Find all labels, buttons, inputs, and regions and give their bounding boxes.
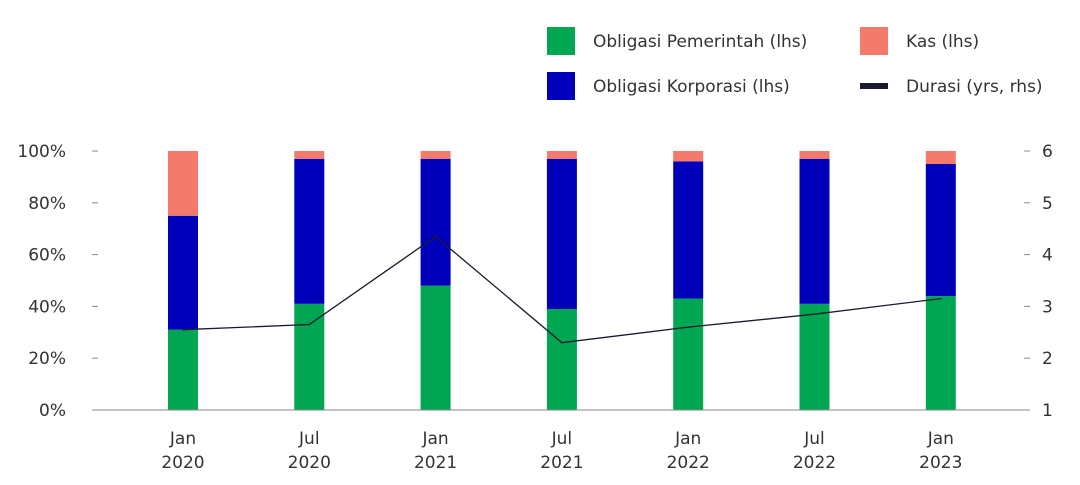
legend-swatch-line xyxy=(860,83,888,89)
bar-segment-kas xyxy=(673,151,704,162)
bar-segment-korporasi xyxy=(673,161,704,299)
duration-point xyxy=(182,328,184,331)
x-axis-tick-label: Jan 2021 xyxy=(414,429,457,473)
x-tick-month: Jul xyxy=(298,429,320,449)
legend-swatch xyxy=(547,72,575,100)
bar-segment-kas xyxy=(799,151,830,159)
bar-segment-pemerintah xyxy=(546,308,577,410)
duration-point xyxy=(813,313,816,315)
bar-segment-korporasi xyxy=(168,215,198,330)
duration-point xyxy=(434,235,437,238)
x-axis-tick-label: Jan 2020 xyxy=(161,429,204,473)
x-tick-month: Jan xyxy=(421,429,448,449)
right-axis-tick-label: 2 xyxy=(1042,349,1053,369)
x-tick-year: 2022 xyxy=(667,453,710,473)
x-tick-year: 2021 xyxy=(414,453,457,473)
right-axis-tick-label: 1 xyxy=(1042,401,1053,421)
duration-line xyxy=(182,235,942,344)
bar-segment-korporasi xyxy=(294,158,325,304)
bar-segment-kas xyxy=(546,151,577,159)
bar-segment-pemerintah xyxy=(420,285,451,410)
bar-segment-pemerintah xyxy=(673,298,704,410)
x-axis-tick-label: Jul 2021 xyxy=(540,429,583,473)
bar-segment-korporasi xyxy=(925,163,956,297)
duration-point xyxy=(308,323,311,326)
bars xyxy=(168,151,956,410)
x-tick-year: 2021 xyxy=(540,453,583,473)
left-axis: 0% 20% 40% 60% 80% 100% xyxy=(17,142,98,421)
right-axis-tick-label: 5 xyxy=(1042,194,1053,214)
bar-segment-korporasi xyxy=(420,158,451,286)
bar-segment-pemerintah xyxy=(925,296,956,410)
bar-segment-kas xyxy=(168,151,198,216)
x-axis-tick-label: Jul 2022 xyxy=(793,429,836,473)
x-axis-tick-label: Jul 2020 xyxy=(288,429,331,473)
x-tick-month: Jul xyxy=(551,429,573,449)
duration-point xyxy=(940,297,942,300)
right-axis-tick-label: 6 xyxy=(1042,142,1053,162)
duration-point xyxy=(687,326,689,328)
bar-segment-pemerintah xyxy=(799,303,830,410)
legend-label: Obligasi Korporasi (lhs) xyxy=(593,77,790,97)
left-axis-tick-label: 0% xyxy=(39,401,66,421)
bar-segment-pemerintah xyxy=(294,303,325,410)
bar-segment-pemerintah xyxy=(168,329,198,410)
x-tick-month: Jan xyxy=(674,429,701,449)
bar-segment-kas xyxy=(294,151,325,159)
right-axis: 1 2 3 4 5 6 xyxy=(1024,142,1053,421)
legend-label: Kas (lhs) xyxy=(906,32,979,52)
right-axis-tick-label: 3 xyxy=(1042,297,1053,317)
right-axis-tick-label: 4 xyxy=(1042,246,1053,266)
left-axis-tick-label: 80% xyxy=(28,194,66,214)
x-tick-month: Jul xyxy=(803,429,825,449)
left-axis-tick-label: 40% xyxy=(28,297,66,317)
bar-segment-kas xyxy=(420,151,451,159)
x-axis: Jan 2020 Jul 2020 Jan 2021 Jul 2021 Jan 2022 Jul 20… xyxy=(92,409,1030,473)
left-axis-tick-label: 100% xyxy=(17,142,66,162)
legend-swatch xyxy=(860,27,888,55)
left-axis-tick-label: 60% xyxy=(28,246,66,266)
x-tick-year: 2020 xyxy=(288,453,331,473)
x-axis-tick-label: Jan 2023 xyxy=(919,429,962,473)
left-axis-tick-label: 20% xyxy=(28,349,66,369)
duration-point xyxy=(561,341,563,344)
x-axis-tick-label: Jan 2022 xyxy=(667,429,710,473)
bar-segment-korporasi xyxy=(799,158,830,304)
x-tick-month: Jan xyxy=(169,429,196,449)
legend-swatch xyxy=(547,27,575,55)
x-tick-month: Jan xyxy=(927,429,954,449)
legend: Obligasi Pemerintah (lhs) Kas (lhs) Obliga… xyxy=(547,27,1043,100)
x-tick-year: 2022 xyxy=(793,453,836,473)
x-tick-year: 2020 xyxy=(161,453,204,473)
bar-segment-korporasi xyxy=(546,158,577,309)
bar-segment-kas xyxy=(925,151,956,164)
x-tick-year: 2023 xyxy=(919,453,962,473)
legend-label: Durasi (yrs, rhs) xyxy=(906,77,1043,97)
legend-label: Obligasi Pemerintah (lhs) xyxy=(593,32,807,52)
